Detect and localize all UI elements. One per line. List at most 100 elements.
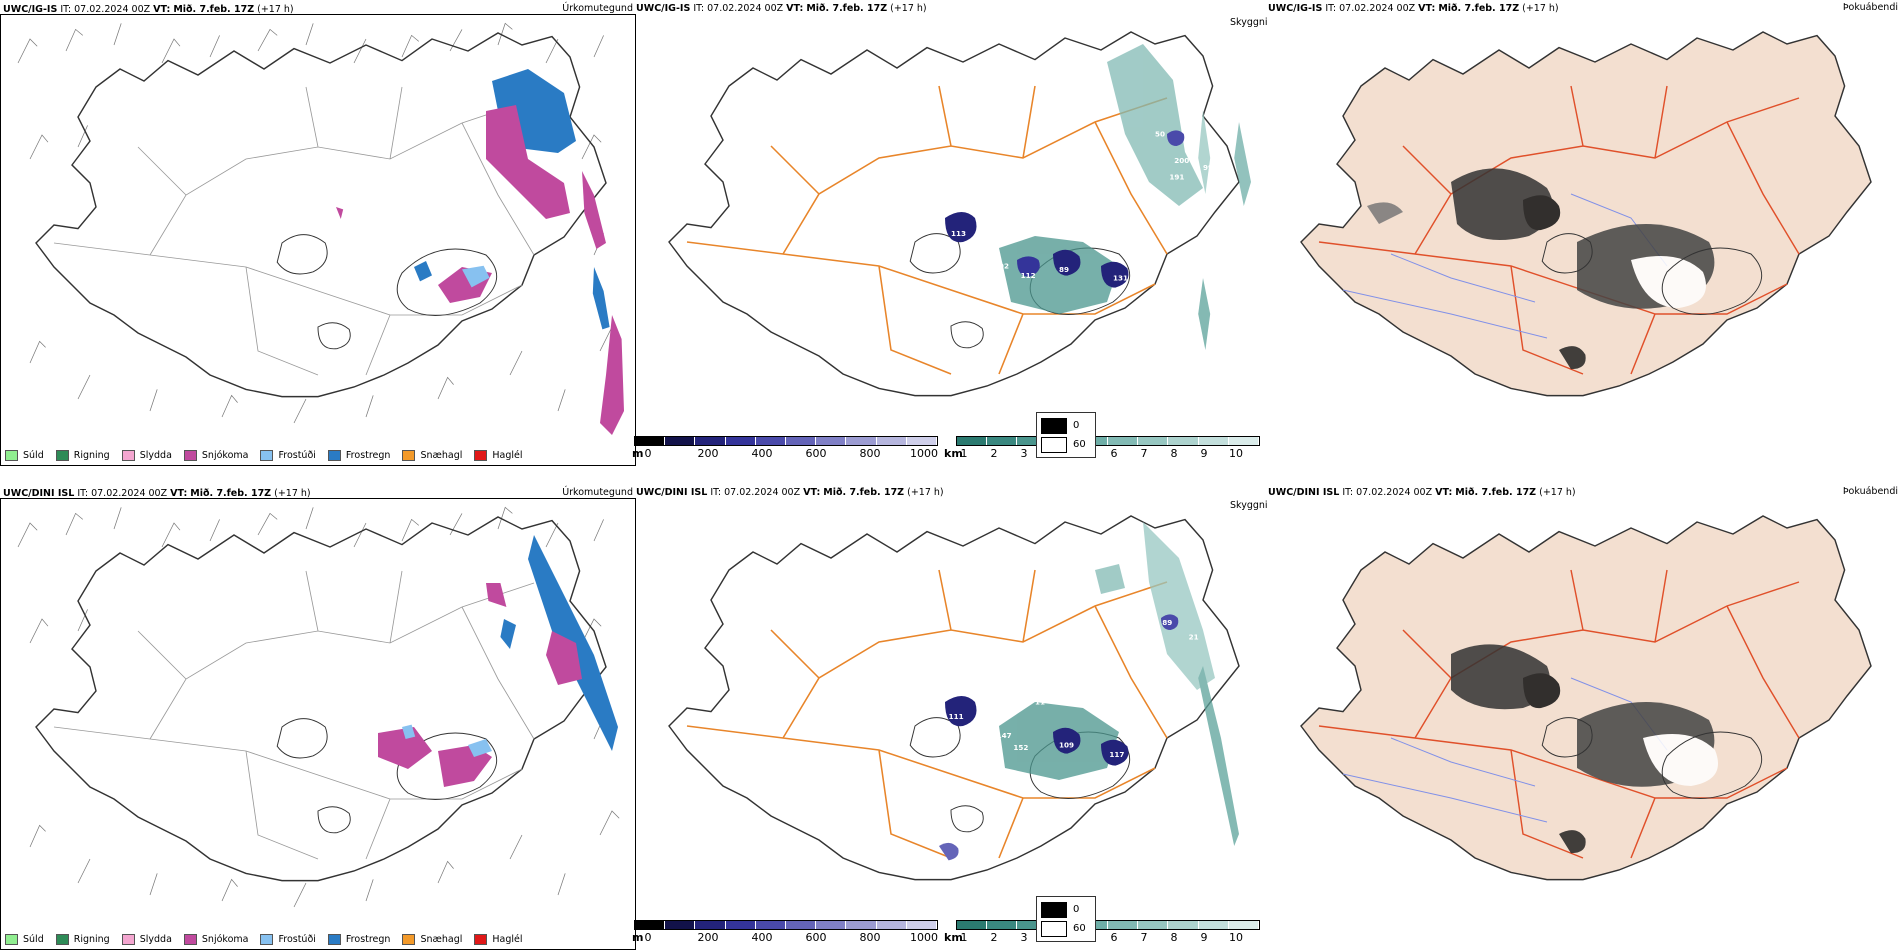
- row1-precip-legend: Súld Rigning Slydda Snjókoma Frostúði Fr…: [5, 450, 523, 461]
- svg-text:200: 200: [1174, 156, 1189, 165]
- fog-legend-item-60: 60: [1041, 919, 1091, 938]
- row2-terrain-colorbar: m 0 200 400 600 800 1000: [632, 920, 938, 944]
- terrain-colorbar-cell: [786, 921, 817, 929]
- visibility-colorbar-cell: [987, 921, 1018, 929]
- legend-item-frostudi: Frostúði: [260, 450, 316, 461]
- row2-cloud-map: 89 21 111 147 152 109 117 45 11: [668, 515, 1240, 881]
- legend-item-sudd: Súld: [5, 934, 44, 945]
- terrain-colorbar-cell: [695, 921, 726, 929]
- svg-text:50: 50: [1155, 129, 1165, 138]
- terrain-colorbar-cell: [665, 437, 696, 445]
- row2-precip-header: UWC/DINI ISL IT: 07.02.2024 00Z VT: Mið.…: [3, 488, 311, 499]
- row2-precip-map: [17, 506, 620, 908]
- row1-cloud-panel: UWC/IG-IS IT: 07.02.2024 00Z VT: Mið. 7.…: [632, 3, 1268, 464]
- legend-item-haglel: Haglél: [474, 934, 523, 945]
- visibility-colorbar-cell: [957, 437, 988, 445]
- terrain-colorbar-cell: [755, 921, 787, 929]
- visibility-colorbar-cell: [1198, 437, 1229, 445]
- row1-precip-header: UWC/IG-IS IT: 07.02.2024 00Z VT: Mið. 7.…: [3, 4, 294, 15]
- legend-item-frostregn: Frostregn: [327, 934, 390, 945]
- visibility-colorbar-cell: [1198, 921, 1229, 929]
- row2-precip-legend: Súld Rigning Slydda Snjókoma Frostúði Fr…: [5, 934, 523, 945]
- visibility-colorbar-cell: [1228, 921, 1260, 929]
- terrain-colorbar-cell: [846, 921, 877, 929]
- row2-fog-map: [1300, 515, 1872, 881]
- terrain-colorbar-cell: [816, 437, 847, 445]
- row1-fog-legend: 0 60: [1036, 412, 1096, 458]
- legend-item-rigning: Rigning: [55, 450, 110, 461]
- legend-item-snjokoma: Snjókoma: [183, 934, 248, 945]
- row1-cloud-title: Skyggni: [1230, 17, 1268, 28]
- terrain-colorbar-cell: [876, 921, 907, 929]
- fog-legend-item-60: 60: [1041, 435, 1091, 454]
- terrain-colorbar-cell: [755, 437, 787, 445]
- svg-text:131: 131: [1113, 273, 1128, 282]
- terrain-colorbar-cell: [816, 921, 847, 929]
- svg-text:147: 147: [997, 731, 1012, 740]
- visibility-colorbar-cell: [1168, 437, 1199, 445]
- svg-text:150: 150: [981, 185, 996, 194]
- row1-terrain-areas: [945, 130, 1185, 288]
- row2-precip-panel: UWC/DINI ISL IT: 07.02.2024 00Z VT: Mið.…: [0, 487, 636, 950]
- row1-fog-areas: [1367, 168, 1715, 370]
- row1-precip-areas: [336, 69, 624, 435]
- terrain-colorbar-cell: [876, 437, 907, 445]
- svg-text:89: 89: [1059, 265, 1069, 274]
- svg-text:999: 999: [1203, 163, 1218, 172]
- row2-cloud-title: Skyggni: [1230, 500, 1268, 511]
- visibility-colorbar-cell: [957, 921, 988, 929]
- row1-visibility-colorbar: km 1 2 3 4 5 6 7 8 9 10: [944, 436, 1260, 460]
- row1-precip-panel: UWC/IG-IS IT: 07.02.2024 00Z VT: Mið. 7.…: [0, 3, 636, 466]
- row1-cloud-map: 50 200 999 191 113 92 112 89 131 28 150: [668, 31, 1251, 397]
- svg-text:112: 112: [1021, 271, 1036, 280]
- row1-fog-header: UWC/IG-IS IT: 07.02.2024 00Z VT: Mið. 7.…: [1268, 3, 1559, 14]
- legend-item-haglel: Haglél: [474, 450, 523, 461]
- row1-fog-title: Þokuábendi: [1842, 2, 1898, 13]
- terrain-colorbar-cell: [906, 921, 938, 929]
- visibility-colorbar-cell: [1108, 437, 1139, 445]
- svg-text:111: 111: [949, 712, 964, 721]
- row2-cloud-header: UWC/DINI ISL IT: 07.02.2024 00Z VT: Mið.…: [636, 487, 944, 498]
- legend-item-snjokoma: Snjókoma: [183, 450, 248, 461]
- svg-text:113: 113: [951, 229, 966, 238]
- row1-visibility-ticks: km 1 2 3 4 5 6 7 8 9 10: [944, 447, 1243, 460]
- terrain-colorbar-cell: [695, 437, 726, 445]
- row2-cloud-panel: UWC/DINI ISL IT: 07.02.2024 00Z VT: Mið.…: [632, 487, 1268, 948]
- terrain-colorbar-cell: [635, 437, 666, 445]
- svg-text:11: 11: [1035, 697, 1045, 706]
- legend-item-frostregn: Frostregn: [327, 450, 390, 461]
- row2-visibility-colorbar: km 1 2 3 4 5 6 7 8 9 10: [944, 920, 1260, 944]
- row1-fog-map: [1300, 31, 1872, 397]
- row2-precip-title: Úrkomutegund: [562, 487, 633, 498]
- legend-item-snaehagl: Snæhagl: [402, 934, 462, 945]
- terrain-colorbar-cell: [846, 437, 877, 445]
- terrain-colorbar-cell: [725, 921, 756, 929]
- svg-text:45: 45: [1053, 681, 1063, 690]
- visibility-colorbar-cell: [1168, 921, 1199, 929]
- terrain-colorbar-cell: [906, 437, 938, 445]
- svg-text:21: 21: [1189, 633, 1199, 642]
- row2-terrain-areas: [939, 614, 1179, 861]
- row1-visibility-areas: [999, 44, 1251, 350]
- legend-item-rigning: Rigning: [55, 934, 110, 945]
- svg-text:109: 109: [1059, 741, 1074, 750]
- legend-item-frostudi: Frostúði: [260, 934, 316, 945]
- legend-item-sudd: Súld: [5, 450, 44, 461]
- svg-text:89: 89: [1162, 618, 1172, 627]
- row1-fog-panel: UWC/IG-IS IT: 07.02.2024 00Z VT: Mið. 7.…: [1036, 2, 1900, 464]
- fog-legend-item-0: 0: [1041, 900, 1091, 919]
- row2-fog-panel: UWC/DINI ISL IT: 07.02.2024 00Z VT: Mið.…: [1036, 486, 1900, 948]
- row2-terrain-ticks: m 0 200 400 600 800 1000: [632, 931, 938, 944]
- visibility-colorbar-cell: [1138, 921, 1169, 929]
- visibility-colorbar-cell: [1108, 921, 1139, 929]
- terrain-colorbar-cell: [786, 437, 817, 445]
- row1-cloud-header: UWC/IG-IS IT: 07.02.2024 00Z VT: Mið. 7.…: [636, 3, 927, 14]
- svg-text:152: 152: [1013, 743, 1028, 752]
- legend-item-snaehagl: Snæhagl: [402, 450, 462, 461]
- visibility-colorbar-cell: [1138, 437, 1169, 445]
- row1-precip-map: [17, 22, 624, 435]
- visibility-colorbar-cell: [987, 437, 1018, 445]
- row2-fog-legend: 0 60: [1036, 896, 1096, 942]
- row2-fog-header: UWC/DINI ISL IT: 07.02.2024 00Z VT: Mið.…: [1268, 487, 1576, 498]
- svg-text:28: 28: [1057, 211, 1067, 220]
